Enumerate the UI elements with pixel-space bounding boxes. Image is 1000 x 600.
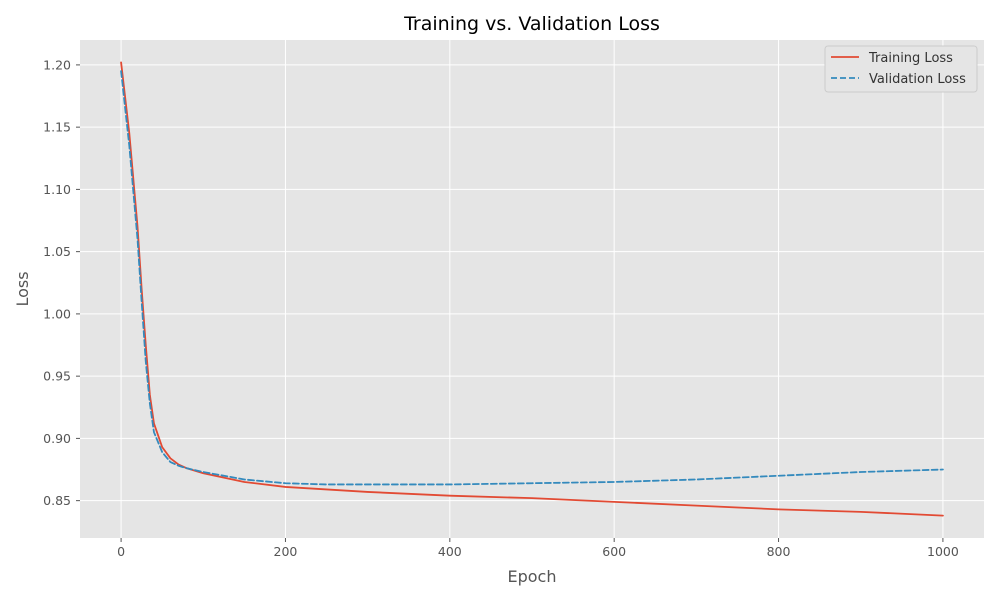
legend: Training Loss Validation Loss (824, 45, 978, 93)
x-axis-label: Epoch (508, 567, 557, 586)
series-line-validation-loss (120, 70, 944, 486)
y-axis-label: Loss (13, 271, 32, 306)
y-axis-ticks: 0.85 0.90 0.95 1.00 1.05 1.10 1.15 1.20 (43, 57, 80, 508)
series-layer (120, 61, 944, 517)
x-axis-ticks: 0 200 400 600 800 1000 (117, 538, 959, 559)
x-tick-label: 1000 (927, 544, 959, 559)
x-tick-label: 0 (117, 544, 125, 559)
x-tick-label: 400 (438, 544, 462, 559)
legend-label-validation-loss: Validation Loss (869, 72, 966, 87)
chart-title: Training vs. Validation Loss (403, 13, 660, 35)
legend-label-training-loss: Training Loss (868, 51, 953, 66)
y-tick-label: 1.05 (43, 244, 71, 259)
y-tick-label: 1.10 (43, 182, 71, 197)
y-tick-label: 0.95 (43, 369, 71, 384)
y-tick-label: 1.00 (43, 306, 71, 321)
legend-box (824, 45, 978, 93)
x-tick-label: 600 (602, 544, 626, 559)
y-tick-label: 1.20 (43, 57, 71, 72)
x-tick-label: 800 (767, 544, 791, 559)
y-tick-label: 0.90 (43, 431, 71, 446)
plot-area (80, 40, 984, 538)
y-tick-label: 0.85 (43, 493, 71, 508)
y-tick-label: 1.15 (43, 120, 71, 135)
x-tick-label: 200 (274, 544, 298, 559)
